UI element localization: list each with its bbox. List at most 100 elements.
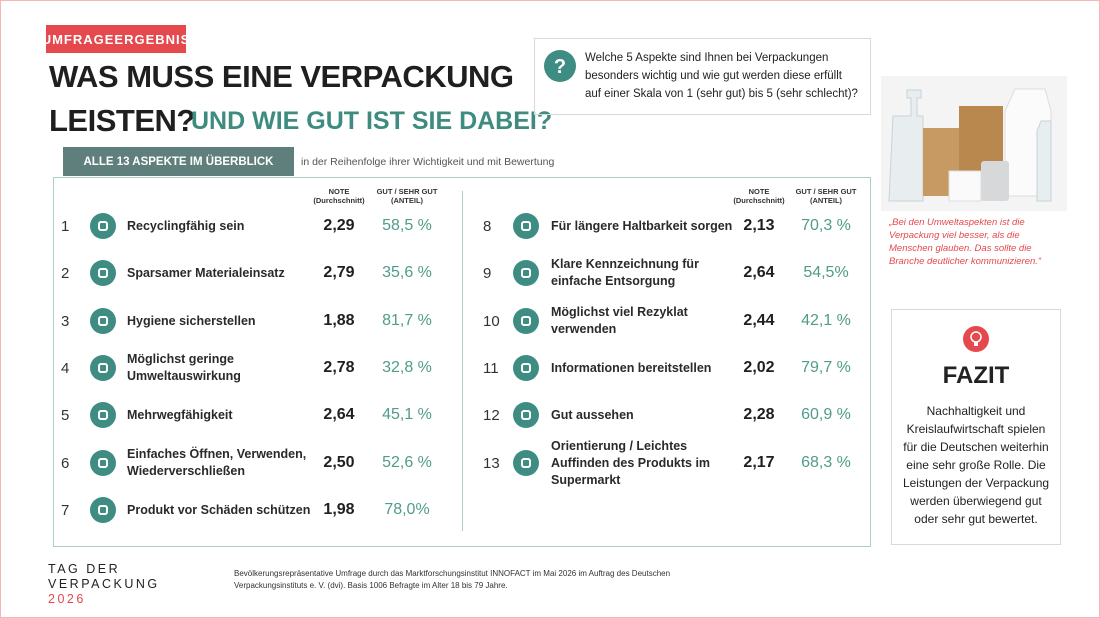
aspect-icon-glyph — [521, 316, 531, 326]
aspect-icon-glyph — [521, 221, 531, 231]
aspect-icon-glyph — [98, 505, 108, 515]
aspect-icon — [90, 308, 116, 334]
column-header: GUT / SEHR GUT (ANTEIL) — [367, 187, 447, 205]
share: 78,0% — [384, 501, 430, 518]
rank: 11 — [483, 359, 499, 377]
note: 2,28 — [743, 406, 775, 423]
share: 35,6 % — [382, 264, 432, 281]
aspect-icon — [513, 213, 539, 239]
aspect-icon-glyph — [521, 458, 531, 468]
rank: 12 — [483, 406, 500, 424]
aspect: Möglichst geringe Umweltauswirkung — [127, 352, 241, 383]
footnote: Bevölkerungsrepräsentative Umfrage durch… — [234, 569, 671, 590]
aspect: Produkt vor Schäden schützen — [127, 502, 311, 517]
table-row: 8 Für längere Haltbarkeit sorgen 2,13 70,3 … — [483, 200, 883, 252]
aspect-icon-glyph — [98, 458, 108, 468]
table-row: 6 Einfaches Öffnen, Verwenden, Wiedervers… — [61, 437, 461, 489]
note: 1,98 — [323, 501, 355, 518]
logo-line: VERPACKUNG — [48, 577, 160, 591]
rank: 8 — [483, 217, 492, 235]
question-box: ? Welche 5 Aspekte sind Ihnen bei Verpac… — [534, 38, 871, 115]
question: Welche 5 Aspekte sind Ihnen bei Verpacku… — [585, 52, 858, 100]
badge: UMFRAGEERGEBNIS — [42, 25, 189, 53]
note: 2,64 — [323, 406, 355, 423]
share: 45,1 % — [382, 406, 432, 423]
divider — [462, 191, 463, 531]
table-box — [53, 177, 871, 547]
share: 42,1 % — [801, 312, 851, 329]
aspect: Klare Kennzeichnung für einfache Entsorg… — [551, 257, 699, 288]
fazit-text: Nachhaltigkeit und Kreislaufwirtschaft s… — [902, 404, 1050, 526]
aspect-icon — [513, 260, 539, 286]
note: 2,79 — [323, 264, 355, 281]
aspect: Informationen bereitstellen — [551, 360, 712, 375]
aspect-icon — [513, 450, 539, 476]
title-line: LEISTEN? — [49, 103, 195, 138]
subtitle: UND WIE GUT IST SIE DABEI? — [191, 107, 553, 135]
column-header-title: NOTE — [748, 187, 770, 196]
overview-note: in der Reihenfolge ihrer Wichtigkeit und… — [301, 156, 555, 168]
note: 2,50 — [323, 454, 355, 471]
aspect-icon-glyph — [98, 410, 108, 420]
table-row: 3 Hygiene sicherstellen 1,88 81,7 % — [61, 295, 461, 347]
aspect-icon-glyph — [98, 221, 108, 231]
aspect-icon — [513, 308, 539, 334]
aspect-icon-glyph — [98, 316, 108, 326]
table-row: 7 Produkt vor Schäden schützen 1,98 78,0% — [61, 484, 461, 536]
fazit-box: FAZIT Nachhaltigkeit und Kreislaufwirtsc… — [891, 309, 1061, 545]
aspect-icon — [513, 402, 539, 428]
share: 70,3 % — [801, 217, 851, 234]
aspect-icon — [90, 260, 116, 286]
aspect: Möglichst viel Rezyklat verwenden — [551, 305, 688, 336]
title-line: WAS MUSS EINE VERPACKUNG — [49, 59, 514, 94]
rank: 1 — [61, 217, 70, 235]
column-header-sub: (Durchschnitt) — [733, 196, 785, 205]
table-row: 12 Gut aussehen 2,28 60,9 % — [483, 389, 883, 441]
share: 81,7 % — [382, 312, 432, 329]
aspect: Recyclingfähig sein — [127, 218, 245, 233]
aspect: Sparsamer Materialeinsatz — [127, 265, 285, 280]
aspect-icon-glyph — [521, 268, 531, 278]
column-header: NOTE (Durchschnitt) — [719, 187, 799, 205]
rank: 7 — [61, 501, 70, 519]
aspect-icon — [90, 213, 116, 239]
packaging-image — [881, 76, 1067, 211]
column-header-sub: (ANTEIL) — [809, 196, 843, 205]
aspect-icon-glyph — [98, 363, 108, 373]
aspect: Gut aussehen — [551, 407, 634, 422]
aspect: Mehrwegfähigkeit — [127, 407, 233, 422]
table-row: 9 Klare Kennzeichnung für einfache Entsor… — [483, 247, 883, 299]
table-row: 13 Orientierung / Leichtes Auffinden des … — [483, 437, 883, 489]
table-row: 1 Recyclingfähig sein 2,29 58,5 % — [61, 200, 461, 252]
table-row: 5 Mehrwegfähigkeit 2,64 45,1 % — [61, 389, 461, 441]
aspect-icon-glyph — [521, 363, 531, 373]
column-header-title: NOTE — [328, 187, 350, 196]
share: 54,5% — [803, 264, 849, 281]
note: 2,64 — [743, 264, 775, 281]
aspect-icon — [90, 497, 116, 523]
aspect: Einfaches Öffnen, Verwenden, Wiederversc… — [127, 447, 307, 478]
aspect-icon — [90, 355, 116, 381]
aspect-icon — [513, 355, 539, 381]
svg-text:?: ? — [554, 56, 566, 78]
aspect: Orientierung / Leichtes Auffinden des Pr… — [551, 438, 711, 487]
aspect: Hygiene sicherstellen — [127, 313, 256, 328]
rank: 13 — [483, 454, 500, 472]
quote: „Bei den Umweltaspekten ist die Verpacku… — [889, 217, 1042, 267]
question-icon: ? — [544, 50, 576, 82]
table-row: 11 Informationen bereitstellen 2,02 79,7 % — [483, 342, 883, 394]
share: 79,7 % — [801, 359, 851, 376]
rank: 3 — [61, 312, 70, 330]
note: 2,13 — [743, 217, 775, 234]
logo-line: TAG DER — [48, 562, 121, 576]
share: 58,5 % — [382, 217, 432, 234]
column-header: GUT / SEHR GUT (ANTEIL) — [786, 187, 866, 205]
column-header-title: GUT / SEHR GUT — [376, 187, 438, 196]
note: 2,78 — [323, 359, 355, 376]
share: 60,9 % — [801, 406, 851, 423]
rank: 5 — [61, 406, 70, 424]
column-header-sub: (ANTEIL) — [390, 196, 424, 205]
fazit-icon — [963, 326, 989, 352]
fazit-title: FAZIT — [942, 362, 1010, 389]
